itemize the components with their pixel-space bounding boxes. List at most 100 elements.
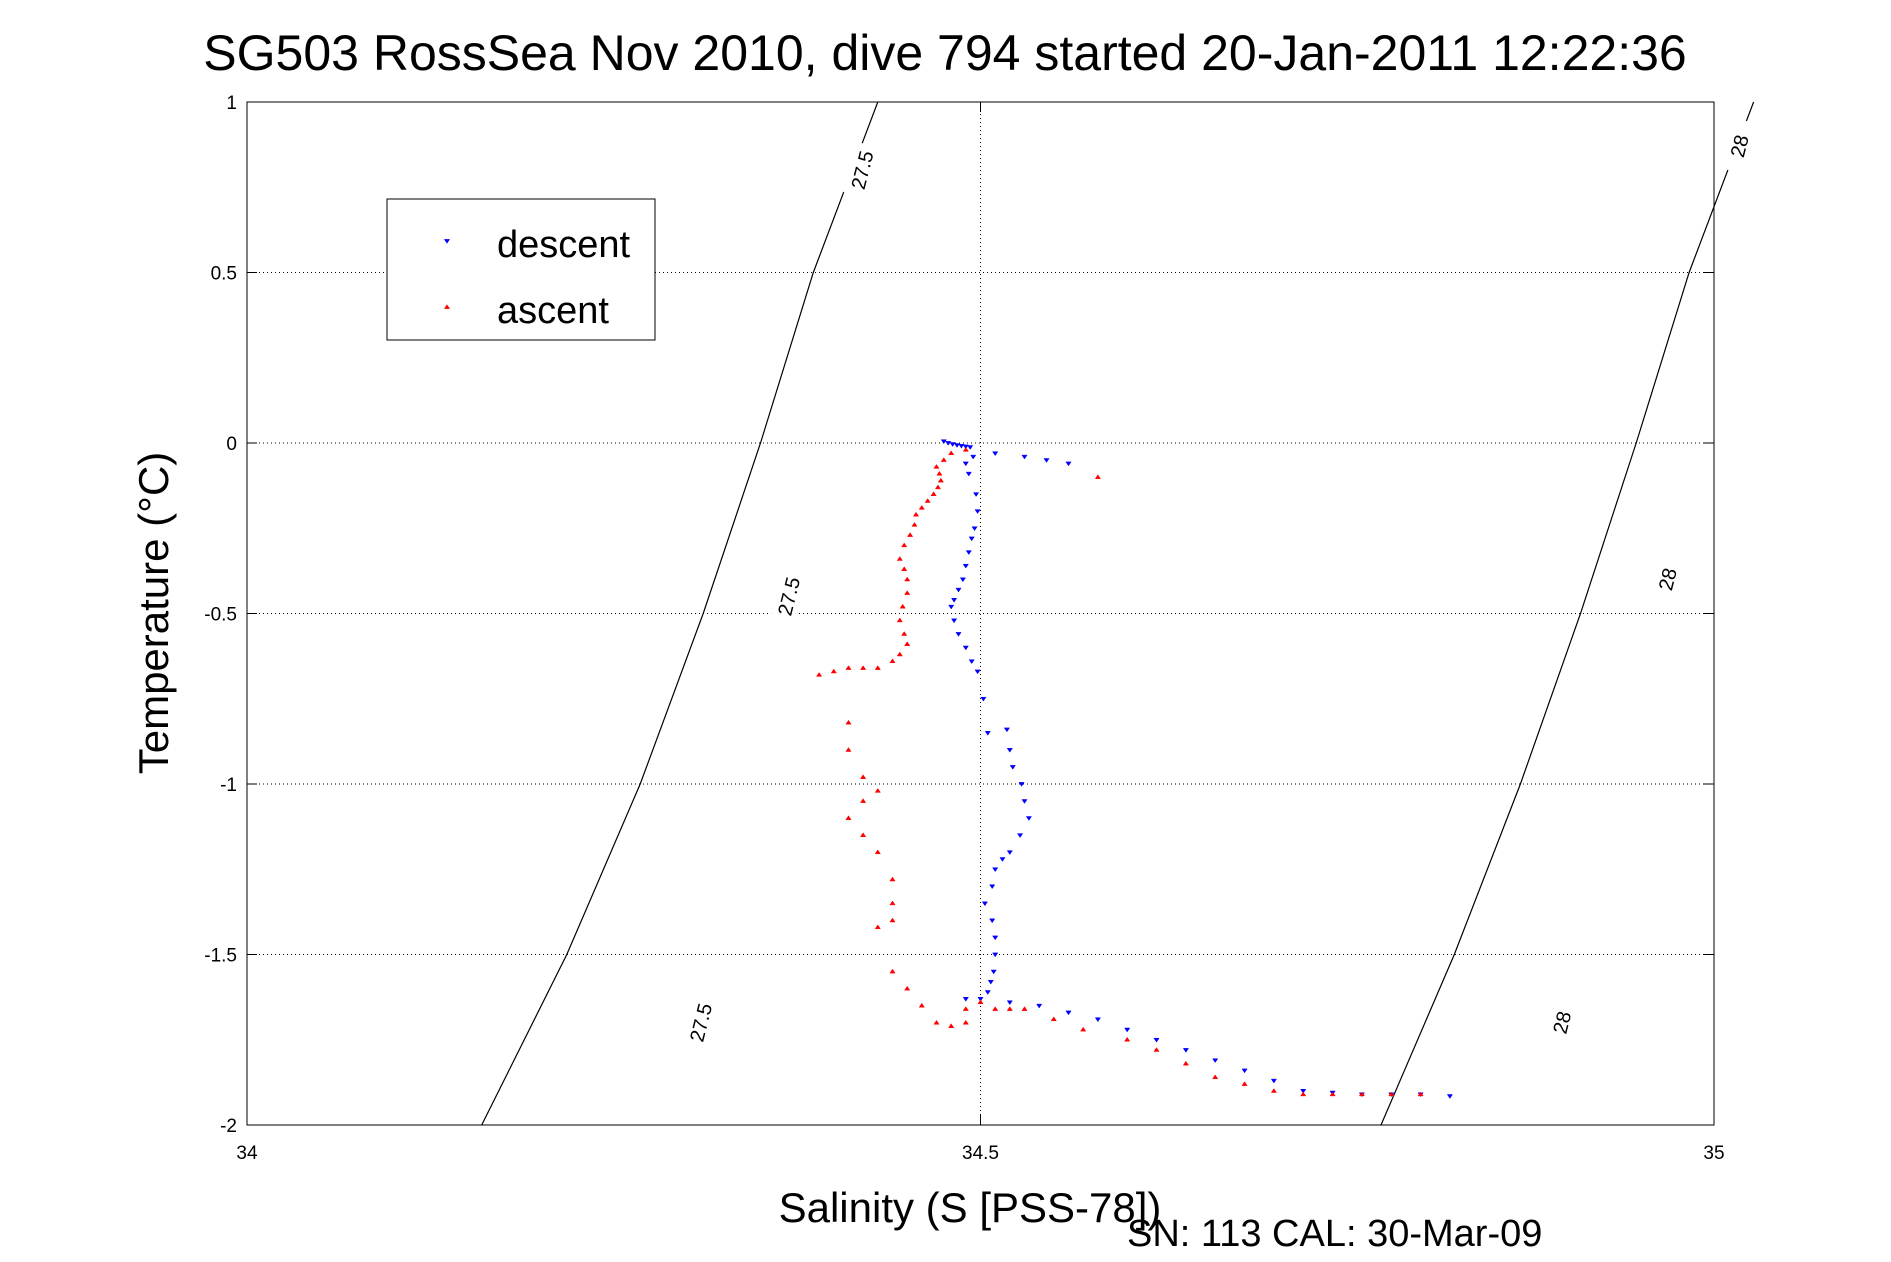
contour-label: 28 — [1727, 133, 1754, 160]
contour-label-group: 28 — [1543, 994, 1579, 1051]
descent-point — [992, 451, 999, 457]
descent-point — [1094, 1017, 1101, 1023]
descent-point — [955, 632, 962, 637]
descent-point — [989, 918, 996, 924]
legend-label-descent: descent — [497, 224, 631, 266]
descent-point — [962, 645, 969, 651]
y-tick-label: 0.5 — [211, 264, 237, 285]
ascent-point — [899, 603, 906, 609]
descent-point — [1043, 458, 1050, 463]
descent-point — [992, 935, 999, 941]
descent-point — [989, 884, 996, 890]
ascent-point — [1021, 1006, 1028, 1011]
descent-point — [977, 997, 984, 1002]
y-tick-label: -0.5 — [204, 605, 237, 626]
ascent-point — [860, 832, 867, 837]
ascent-point — [1182, 1060, 1189, 1066]
contour-label: 28 — [1655, 566, 1682, 593]
data-series — [816, 439, 1453, 1099]
descent-point — [1065, 1010, 1072, 1016]
ascent-point — [1153, 1047, 1160, 1052]
descent-point — [1017, 833, 1024, 838]
descent-point — [968, 536, 975, 542]
ascent-point — [889, 917, 896, 923]
descent-point — [965, 550, 972, 555]
legend: descent ascent — [386, 198, 656, 341]
ascent-point — [1006, 1006, 1013, 1011]
ascent-point — [948, 450, 955, 456]
descent-point — [968, 659, 975, 665]
ascent-point — [874, 788, 881, 793]
ascent-point — [874, 849, 881, 855]
descent-point — [951, 598, 958, 603]
ascent-point — [1417, 1091, 1424, 1097]
legend-marker-descent — [443, 239, 451, 244]
x-tick-label: 34.5 — [962, 1143, 999, 1164]
y-tick-label: -2 — [220, 1116, 237, 1137]
ascent-point — [962, 1019, 969, 1025]
descent-point — [949, 442, 956, 447]
descent-point — [1006, 1000, 1013, 1006]
ascent-point — [911, 522, 918, 527]
descent-point — [962, 563, 969, 569]
ascent-point — [901, 566, 908, 571]
descent-point — [980, 696, 987, 702]
descent-point — [1124, 1027, 1131, 1033]
legend-markers — [443, 239, 451, 309]
density-contour-line — [1380, 101, 1755, 1126]
ascent-point — [845, 747, 852, 752]
contour-label-group: 28 — [1648, 550, 1685, 608]
ascent-point — [1241, 1081, 1248, 1086]
ascent-point — [930, 491, 937, 496]
serial-calibration-note: SN: 113 CAL: 30-Mar-09 — [1127, 1213, 1542, 1255]
descent-point — [955, 587, 962, 593]
ascent-point — [1094, 474, 1101, 479]
descent-point — [962, 444, 969, 450]
ascent-point — [896, 617, 903, 623]
descent-point — [1446, 1094, 1453, 1099]
descent-point — [1153, 1037, 1160, 1043]
chart-title: SG503 RossSea Nov 2010, dive 794 started… — [203, 25, 1686, 81]
descent-point — [953, 443, 961, 448]
y-axis-label: Temperature (°C) — [130, 452, 177, 775]
descent-point — [1021, 454, 1028, 460]
descent-point — [1212, 1058, 1219, 1063]
descent-point — [984, 990, 991, 995]
legend-box — [386, 198, 656, 341]
ascent-point — [1124, 1036, 1131, 1042]
descent-point — [1021, 799, 1028, 804]
series-descent — [940, 439, 1453, 1099]
x-tick-label: 34 — [236, 1143, 258, 1164]
y-tick-label: 1 — [226, 93, 237, 114]
legend-label-ascent: ascent — [497, 290, 609, 332]
ascent-point — [874, 665, 881, 670]
ascent-point — [1050, 1016, 1057, 1022]
ascent-point — [874, 924, 881, 930]
descent-point — [967, 445, 974, 450]
x-tick-label: 35 — [1703, 1143, 1724, 1164]
contour-label-background — [1648, 550, 1685, 608]
descent-point — [971, 526, 978, 532]
ascent-point — [860, 798, 867, 803]
ascent-point — [992, 1006, 999, 1011]
descent-point — [981, 901, 988, 907]
descent-point — [1009, 765, 1016, 770]
descent-point — [987, 979, 994, 985]
descent-point — [1065, 461, 1072, 467]
descent-point — [1182, 1048, 1189, 1053]
descent-point — [990, 969, 997, 975]
ascent-point — [896, 651, 903, 657]
ascent-point — [937, 477, 944, 483]
series-ascent — [816, 447, 1424, 1097]
ascent-point — [889, 968, 896, 974]
descent-point — [962, 461, 969, 467]
contour-label: 28 — [1550, 1009, 1577, 1036]
ascent-point — [1300, 1091, 1307, 1097]
contour-label-background — [681, 994, 718, 1051]
ascent-point — [1358, 1091, 1365, 1097]
contour-label-background — [1720, 117, 1757, 174]
ascent-point — [1080, 1026, 1087, 1032]
descent-point — [1006, 850, 1013, 855]
ascent-point — [1270, 1088, 1277, 1093]
